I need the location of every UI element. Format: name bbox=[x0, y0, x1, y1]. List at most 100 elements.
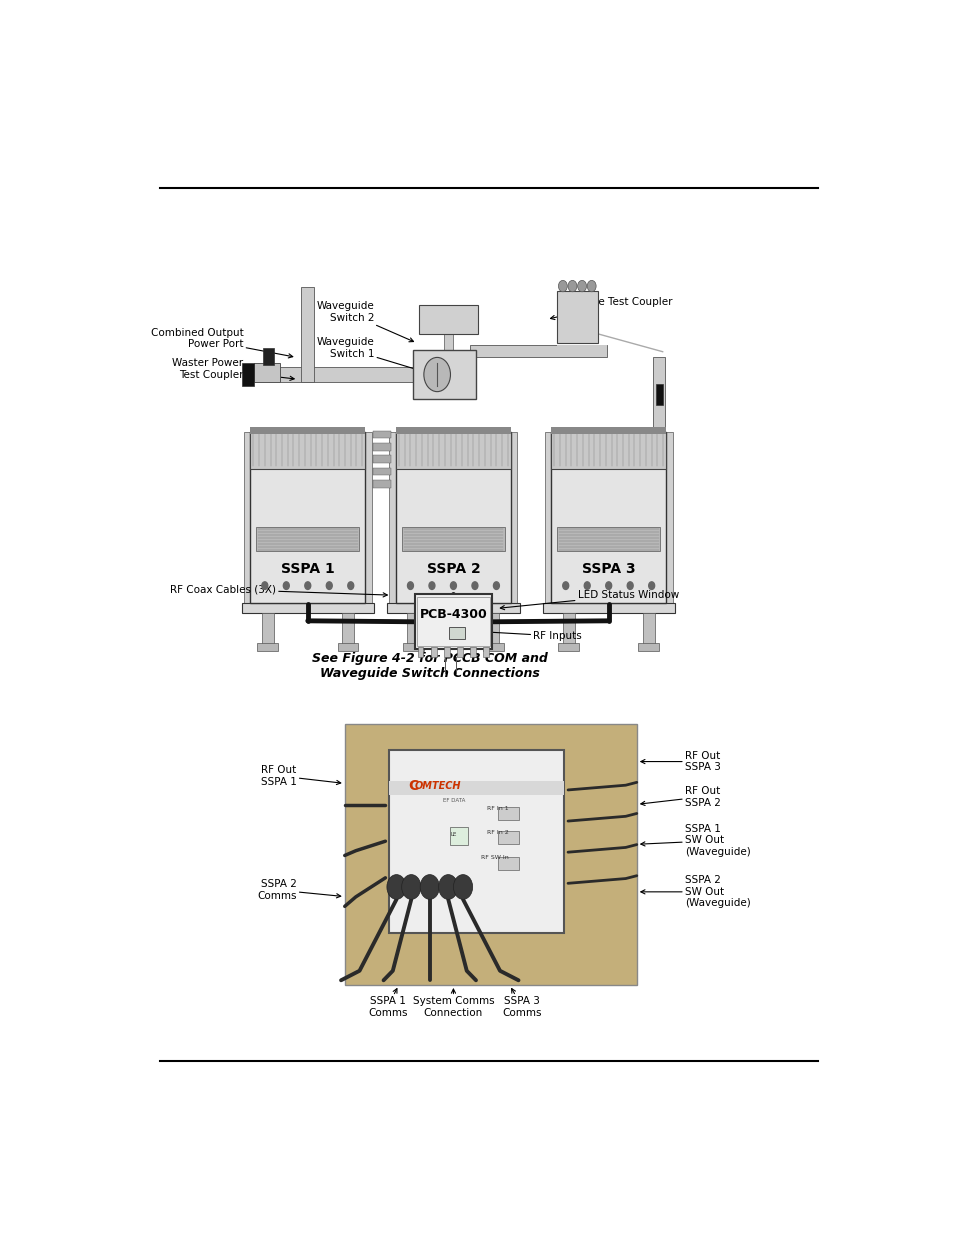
Bar bbox=[470, 345, 606, 357]
Circle shape bbox=[348, 582, 354, 589]
Text: See Figure 4-2 for PCCB COM and
Waveguide Switch Connections: See Figure 4-2 for PCCB COM and Waveguid… bbox=[312, 652, 547, 680]
Text: EF DATA: EF DATA bbox=[442, 799, 465, 804]
Bar bbox=[261, 613, 274, 646]
Text: SSPA 3: SSPA 3 bbox=[581, 562, 635, 576]
Text: Combined Output
Power Port: Combined Output Power Port bbox=[151, 327, 293, 358]
Text: SSPA 1
Comms: SSPA 1 Comms bbox=[368, 989, 407, 1018]
Circle shape bbox=[472, 582, 477, 589]
Bar bbox=[450, 826, 468, 845]
Circle shape bbox=[567, 280, 577, 291]
Circle shape bbox=[583, 582, 590, 589]
Text: SSPA 1: SSPA 1 bbox=[280, 562, 335, 576]
Circle shape bbox=[453, 874, 472, 899]
Circle shape bbox=[493, 582, 498, 589]
Bar bbox=[395, 431, 510, 603]
Text: RF SW In: RF SW In bbox=[480, 856, 508, 861]
Bar bbox=[415, 594, 492, 650]
Circle shape bbox=[587, 280, 596, 291]
Bar bbox=[253, 363, 280, 382]
Bar bbox=[431, 647, 436, 657]
Text: C: C bbox=[408, 779, 418, 793]
Circle shape bbox=[577, 280, 586, 291]
Bar bbox=[364, 431, 372, 603]
Bar bbox=[417, 647, 423, 657]
Bar bbox=[653, 357, 664, 431]
Circle shape bbox=[261, 582, 268, 589]
Bar bbox=[443, 320, 453, 350]
Bar bbox=[487, 613, 499, 646]
Bar bbox=[373, 456, 390, 463]
Text: LED Status Window: LED Status Window bbox=[499, 590, 679, 610]
Text: RF Out
SSPA 2: RF Out SSPA 2 bbox=[640, 785, 720, 808]
Bar bbox=[416, 597, 490, 646]
Bar bbox=[656, 384, 662, 405]
Circle shape bbox=[387, 874, 406, 899]
Bar bbox=[344, 724, 636, 986]
Bar bbox=[483, 647, 489, 657]
Bar bbox=[542, 603, 674, 613]
Bar bbox=[551, 431, 665, 603]
Circle shape bbox=[401, 874, 420, 899]
Bar bbox=[395, 427, 510, 435]
Circle shape bbox=[305, 582, 311, 589]
Bar bbox=[251, 427, 365, 435]
Text: SSPA 2
Comms: SSPA 2 Comms bbox=[257, 879, 340, 900]
Bar bbox=[642, 613, 654, 646]
Circle shape bbox=[450, 582, 456, 589]
Bar bbox=[557, 527, 659, 551]
Bar bbox=[373, 443, 390, 451]
Text: SSPA 2
SW Out
(Waveguide): SSPA 2 SW Out (Waveguide) bbox=[640, 876, 750, 909]
Text: Offline Test Coupler: Offline Test Coupler bbox=[550, 298, 672, 320]
Circle shape bbox=[648, 582, 654, 589]
Circle shape bbox=[558, 280, 567, 291]
Bar bbox=[373, 431, 390, 438]
Bar bbox=[413, 350, 476, 399]
Text: RF In 2: RF In 2 bbox=[486, 830, 508, 835]
Bar bbox=[551, 431, 665, 469]
Bar bbox=[244, 431, 251, 603]
Bar bbox=[251, 431, 365, 603]
Bar bbox=[263, 363, 269, 382]
Bar bbox=[638, 643, 659, 651]
Bar bbox=[341, 613, 354, 646]
Bar bbox=[557, 291, 597, 343]
Bar bbox=[558, 643, 578, 651]
Text: PCB-4300: PCB-4300 bbox=[419, 608, 487, 621]
Circle shape bbox=[429, 582, 435, 589]
Text: Waster Power
Test Coupler: Waster Power Test Coupler bbox=[172, 358, 294, 380]
Bar bbox=[301, 287, 314, 382]
Text: OMTECH: OMTECH bbox=[415, 782, 461, 792]
Bar bbox=[395, 431, 510, 469]
Circle shape bbox=[423, 357, 450, 391]
Circle shape bbox=[407, 582, 413, 589]
Bar bbox=[456, 647, 462, 657]
Bar bbox=[373, 468, 390, 475]
Bar bbox=[387, 603, 519, 613]
Text: SSPA 3
Comms: SSPA 3 Comms bbox=[502, 988, 541, 1018]
Circle shape bbox=[283, 582, 289, 589]
Text: SSPA 2: SSPA 2 bbox=[426, 562, 479, 576]
Bar bbox=[389, 431, 396, 603]
Bar bbox=[337, 643, 358, 651]
Bar bbox=[497, 831, 518, 845]
Text: RF In 1: RF In 1 bbox=[486, 806, 508, 811]
Circle shape bbox=[626, 582, 633, 589]
Bar bbox=[257, 643, 277, 651]
Bar bbox=[242, 363, 253, 385]
Circle shape bbox=[438, 874, 457, 899]
Bar bbox=[256, 527, 358, 551]
Bar bbox=[389, 781, 564, 795]
Bar bbox=[510, 431, 517, 603]
Text: LE: LE bbox=[450, 832, 456, 837]
Bar bbox=[562, 613, 574, 646]
Bar bbox=[551, 427, 665, 435]
Circle shape bbox=[605, 582, 611, 589]
Text: Waveguide
Switch 2: Waveguide Switch 2 bbox=[316, 301, 413, 342]
Bar bbox=[251, 431, 365, 469]
Text: Waveguide
Switch 1: Waveguide Switch 1 bbox=[316, 337, 419, 372]
Circle shape bbox=[562, 582, 568, 589]
Text: RF Coax Cables (3X): RF Coax Cables (3X) bbox=[170, 584, 387, 597]
Bar bbox=[497, 857, 518, 869]
Circle shape bbox=[419, 874, 439, 899]
Bar bbox=[557, 345, 606, 357]
